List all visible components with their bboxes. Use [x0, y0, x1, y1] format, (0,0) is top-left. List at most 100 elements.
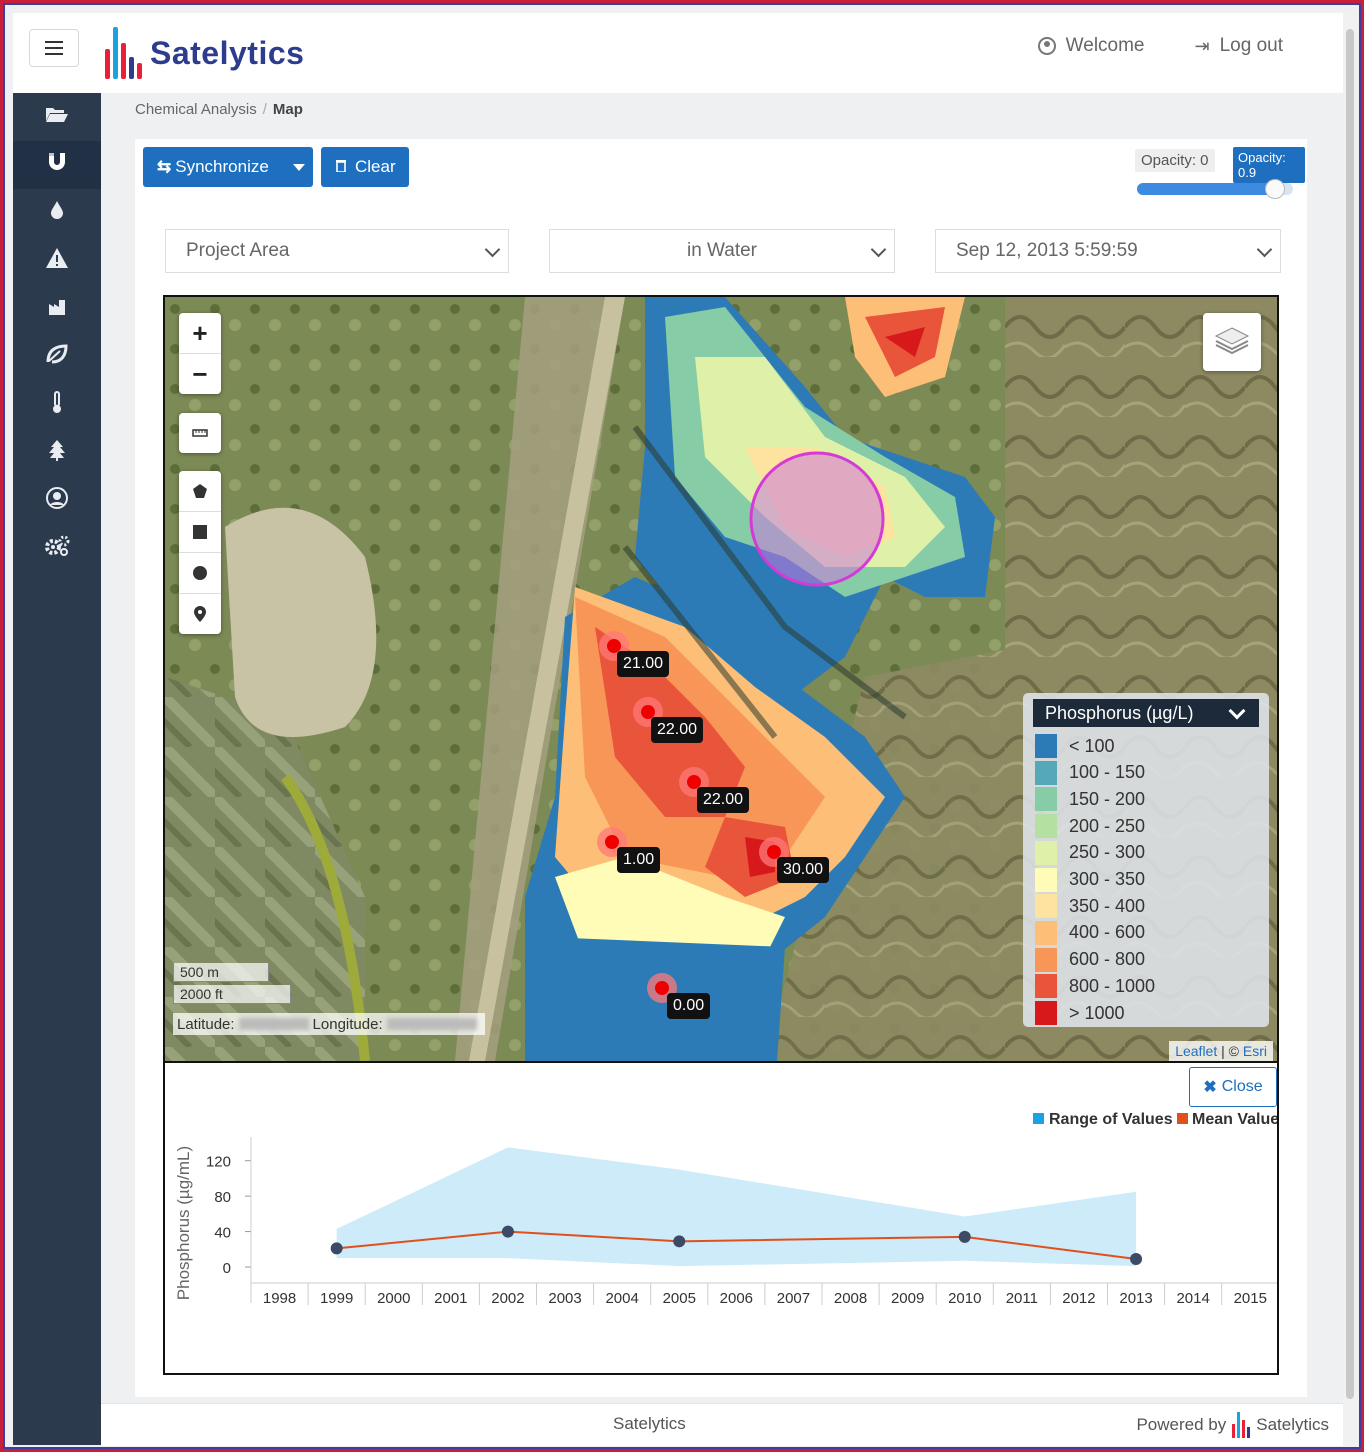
- sample-marker-label: 0.00: [667, 993, 711, 1019]
- legend-label: 350 - 400: [1069, 895, 1146, 916]
- legend-entry: < 100: [1035, 733, 1115, 759]
- close-icon: ✖: [1203, 1079, 1217, 1096]
- zoom-out-button[interactable]: −: [192, 358, 208, 389]
- map-canvas[interactable]: + − 21.0: [163, 295, 1279, 1063]
- scale-bar-imperial: 2000 ft: [173, 985, 291, 1004]
- sidebar-item-chemical[interactable]: [13, 141, 101, 189]
- x-tick-label: 2008: [834, 1290, 867, 1307]
- esri-link[interactable]: Esri: [1242, 1043, 1267, 1059]
- x-tick-label: 1999: [320, 1290, 353, 1307]
- coordinates-readout: Latitude: Longitude:: [173, 1013, 485, 1035]
- legend-label-mean: Mean Value: [1192, 1111, 1277, 1128]
- x-tick-label: 2013: [1119, 1290, 1152, 1307]
- sidebar-item-temperature[interactable]: [13, 381, 101, 429]
- x-tick-label: 2005: [663, 1290, 696, 1307]
- legend-label: 200 - 250: [1069, 815, 1146, 836]
- legend-label: 300 - 350: [1069, 869, 1146, 889]
- legend-swatch: [1035, 787, 1057, 812]
- welcome-link[interactable]: Welcome: [1037, 35, 1145, 57]
- opacity-track[interactable]: [1137, 179, 1293, 199]
- mean-point: [501, 1225, 514, 1238]
- legend-swatch: [1035, 894, 1057, 919]
- leaf-icon: [46, 344, 68, 370]
- legend-swatch: [1035, 814, 1057, 839]
- opacity-min-label: Opacity: 0: [1135, 149, 1215, 172]
- legend-header[interactable]: Phosphorus (µg/L): [1033, 699, 1259, 727]
- logo-mark-icon: [105, 27, 142, 79]
- layers-button[interactable]: [1203, 313, 1261, 371]
- sidebar-item-vegetation[interactable]: [13, 333, 101, 381]
- draw-circle-icon[interactable]: [179, 553, 221, 594]
- breadcrumb-parent[interactable]: Chemical Analysis: [135, 101, 257, 118]
- y-tick-label: 40: [214, 1225, 231, 1242]
- draw-rectangle-icon[interactable]: [179, 512, 221, 553]
- breadcrumb: Chemical Analysis / Map: [135, 101, 303, 118]
- logout-link[interactable]: ⇥ Log out: [1195, 35, 1284, 57]
- date-select[interactable]: Sep 12, 2013 5:59:59: [935, 229, 1281, 273]
- x-tick-label: 2010: [948, 1290, 981, 1307]
- legend-entry: > 1000: [1035, 1000, 1125, 1026]
- clear-button[interactable]: Clear: [321, 147, 409, 187]
- warning-icon: [45, 247, 69, 275]
- legend-entry: 150 - 200: [1035, 786, 1145, 812]
- scale-bar-metric: 500 m: [173, 963, 269, 982]
- sidebar-item-alerts[interactable]: [13, 237, 101, 285]
- chart-panel: ✖ Close Range of Values Mean Value Phospho…: [163, 1063, 1279, 1375]
- powered-by-label: Powered by: [1136, 1415, 1227, 1434]
- page-scrollbar[interactable]: [1343, 13, 1357, 1445]
- x-tick-label: 2004: [605, 1290, 638, 1307]
- sidebar-item-files[interactable]: [13, 93, 101, 141]
- x-tick-label: 2000: [377, 1290, 410, 1307]
- legend-entry: 400 - 600: [1035, 920, 1145, 946]
- zoom-control: + −: [179, 313, 221, 394]
- opacity-slider[interactable]: Opacity: 0 Opacity: 0.9: [1135, 145, 1305, 201]
- x-tick-label: 2015: [1234, 1290, 1267, 1307]
- legend-entry: 100 - 150: [1035, 760, 1145, 786]
- x-tick-label: 2011: [1006, 1290, 1038, 1307]
- sample-marker[interactable]: [679, 767, 709, 797]
- logout-label: Log out: [1219, 35, 1283, 56]
- legend-swatch: [1035, 974, 1057, 999]
- brand-logo[interactable]: Satelytics: [105, 21, 304, 85]
- draw-polygon-icon[interactable]: [179, 471, 221, 512]
- draw-marker-icon[interactable]: [179, 594, 221, 634]
- x-tick-label: 2002: [491, 1290, 524, 1307]
- sidebar-item-settings[interactable]: [13, 525, 101, 573]
- menu-toggle-button[interactable]: [29, 29, 79, 67]
- attribution-separator: | ©: [1217, 1043, 1243, 1059]
- sidebar-item-facilities[interactable]: [13, 285, 101, 333]
- sidebar-item-water[interactable]: [13, 189, 101, 237]
- legend-title: Phosphorus (µg/L): [1045, 702, 1194, 723]
- sidebar-item-forestry[interactable]: [13, 429, 101, 477]
- sidebar-item-users[interactable]: [13, 477, 101, 525]
- x-tick-label: 2014: [1176, 1290, 1209, 1307]
- synchronize-button[interactable]: ⇆ Synchronize: [143, 147, 313, 187]
- leaflet-link[interactable]: Leaflet: [1175, 1043, 1218, 1059]
- opacity-value-label: Opacity: 0.9: [1233, 147, 1305, 183]
- welcome-label: Welcome: [1065, 35, 1145, 56]
- y-axis-title: Phosphorus (µg/mL): [174, 1146, 193, 1300]
- medium-select-value: in Water: [686, 240, 758, 261]
- legend-label: 400 - 600: [1069, 922, 1146, 943]
- area-select[interactable]: Project Area: [165, 229, 509, 273]
- medium-select[interactable]: in Water: [549, 229, 895, 273]
- user-circle-icon: [46, 487, 68, 515]
- x-tick-label: 2006: [720, 1290, 753, 1307]
- opacity-handle[interactable]: [1265, 179, 1285, 199]
- sample-marker-label: 21.00: [617, 651, 670, 677]
- legend-entry: 300 - 350: [1035, 867, 1145, 893]
- ruler-icon[interactable]: [179, 413, 221, 453]
- close-label: Close: [1221, 1078, 1263, 1095]
- sign-out-icon: ⇥: [1194, 35, 1210, 56]
- legend-label: 600 - 800: [1069, 949, 1146, 970]
- legend-swatch: [1035, 840, 1057, 865]
- magnet-icon: [46, 151, 68, 179]
- caret-down-icon[interactable]: [292, 163, 305, 171]
- y-tick-label: 0: [223, 1260, 231, 1277]
- zoom-in-button[interactable]: +: [179, 313, 221, 354]
- legend-swatch-mean: [1177, 1113, 1188, 1124]
- mean-point: [673, 1235, 686, 1248]
- close-chart-button[interactable]: ✖ Close: [1189, 1067, 1277, 1107]
- latitude-value-redacted: [238, 1018, 309, 1030]
- legend-label: < 100: [1069, 735, 1115, 756]
